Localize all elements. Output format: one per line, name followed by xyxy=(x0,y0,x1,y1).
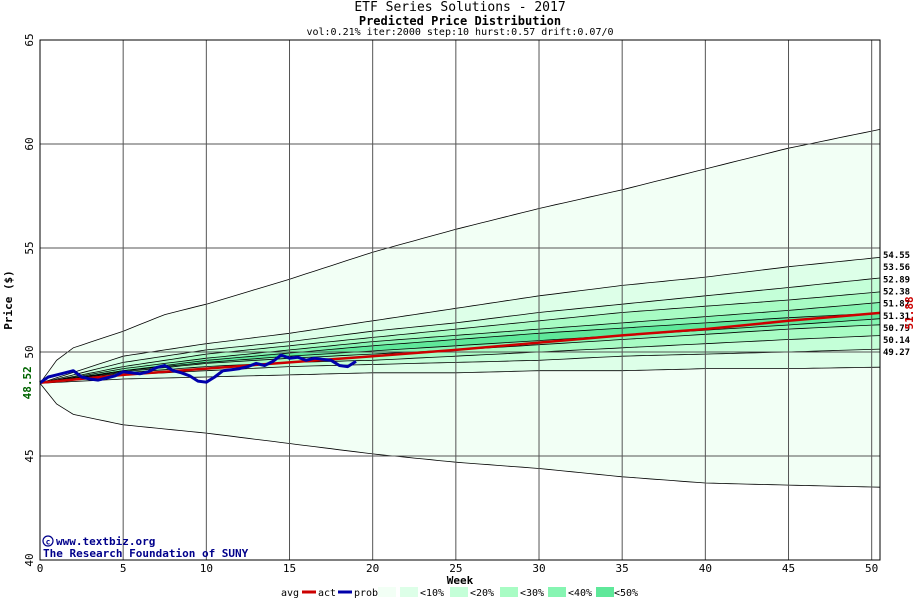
end-label-2: 52.89 xyxy=(883,275,910,285)
legend-band-swatch-5 xyxy=(596,587,614,597)
chart-subtitle: Predicted Price Distribution xyxy=(358,14,562,28)
legend-band-swatch-0 xyxy=(378,587,396,597)
legend-avg-label: avg xyxy=(281,588,299,599)
legend-band-label-3: <30% xyxy=(520,588,544,599)
end-label-6: 50.79 xyxy=(883,324,910,334)
end-label-8: 49.27 xyxy=(883,348,910,358)
y-tick-40: 40 xyxy=(23,553,36,566)
end-avg-price-label: 51.88 xyxy=(903,296,916,329)
copyright-icon-letter: c xyxy=(46,538,51,547)
series-act xyxy=(39,353,357,385)
band-edge-3-0 xyxy=(39,291,881,384)
band-edge-5-0 xyxy=(39,312,881,384)
x-tick-10: 10 xyxy=(200,562,213,575)
x-tick-45: 45 xyxy=(782,562,795,575)
band-edge-2-0 xyxy=(39,277,881,384)
x-tick-0: 0 xyxy=(37,562,44,575)
x-tick-50: 50 xyxy=(865,562,878,575)
band-edge-4-0 xyxy=(39,302,881,384)
y-tick-55: 55 xyxy=(23,241,36,254)
band-edge-1-1 xyxy=(39,366,881,384)
end-label-1: 53.56 xyxy=(883,263,910,273)
x-tick-5: 5 xyxy=(120,562,127,575)
x-tick-15: 15 xyxy=(283,562,296,575)
y-axis-label: Price ($) xyxy=(2,270,15,330)
y-tick-65: 65 xyxy=(23,33,36,46)
band-edge-5-1 xyxy=(39,318,881,384)
x-tick-30: 30 xyxy=(532,562,545,575)
y-tick-60: 60 xyxy=(23,137,36,150)
end-label-0: 54.55 xyxy=(883,251,910,261)
band-edge-1-0 xyxy=(39,257,881,384)
credit-line-2: The Research Foundation of SUNY xyxy=(43,547,249,560)
y-tick-50: 50 xyxy=(23,345,36,358)
legend-band-label-5: <50% xyxy=(614,588,638,599)
x-tick-25: 25 xyxy=(449,562,462,575)
legend-band-swatch-4 xyxy=(548,587,566,597)
start-price-label: 48.52 xyxy=(21,366,34,399)
credit-line-1: www.textbiz.org xyxy=(56,535,155,548)
legend-act-label: act xyxy=(318,588,336,599)
legend-band-label-2: <20% xyxy=(470,588,494,599)
legend-band-label-4: <40% xyxy=(568,588,592,599)
x-tick-35: 35 xyxy=(616,562,629,575)
x-tick-40: 40 xyxy=(699,562,712,575)
legend-band-swatch-1 xyxy=(400,587,418,597)
x-tick-20: 20 xyxy=(366,562,379,575)
end-label-5: 51.31 xyxy=(883,312,910,322)
plot-frame xyxy=(39,39,881,561)
end-label-7: 50.14 xyxy=(883,336,911,346)
chart-params: vol:0.21% iter:2000 step:10 hurst:0.57 d… xyxy=(306,27,614,38)
legend-band-swatch-2 xyxy=(450,587,468,597)
x-axis-label: Week xyxy=(447,574,474,587)
copyright-icon xyxy=(42,535,54,547)
legend-prob-label: prob:0% xyxy=(354,588,396,599)
legend-band-swatch-3 xyxy=(500,587,518,597)
chart-title: ETF Series Solutions - 2017 xyxy=(354,0,566,15)
legend-band-label-1: <10% xyxy=(420,588,444,599)
band-edge-0-0 xyxy=(39,129,881,384)
end-label-3: 52.38 xyxy=(883,287,910,297)
end-label-4: 51.87 xyxy=(883,300,910,310)
y-tick-45: 45 xyxy=(23,449,36,462)
band-edge-0-1 xyxy=(39,382,881,488)
band-edge-3-1 xyxy=(39,335,881,384)
